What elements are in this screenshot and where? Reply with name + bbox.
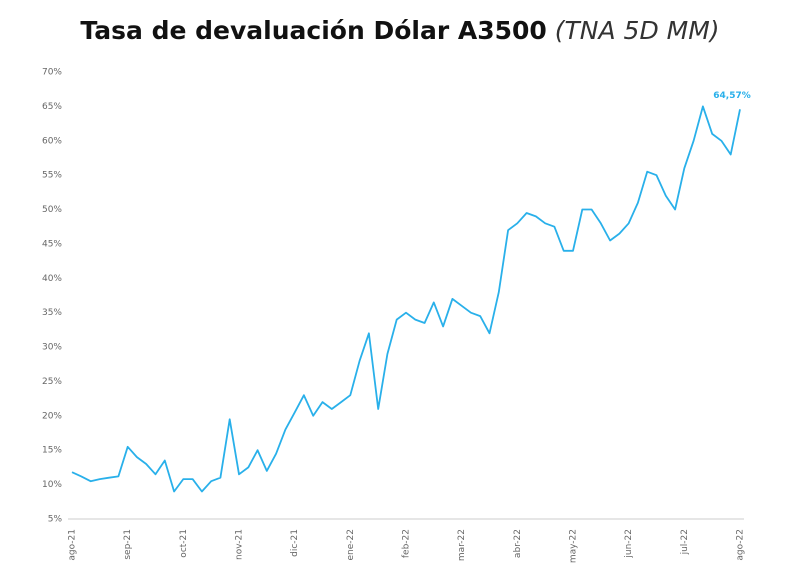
y-tick-label: 55% <box>42 171 62 181</box>
x-tick-label: may-22 <box>569 529 579 563</box>
x-tick-label: jul-22 <box>680 529 690 555</box>
chart-title-line: Tasa de devaluación Dólar A3500 (TNA 5D M… <box>80 16 719 45</box>
x-tick-label: dic-21 <box>290 529 300 557</box>
x-tick-label: sep-21 <box>123 529 133 560</box>
y-tick-label: 50% <box>42 205 62 215</box>
y-tick-label: 60% <box>42 136 62 146</box>
y-tick-label: 40% <box>42 274 62 284</box>
y-tick-label: 20% <box>42 411 62 421</box>
chart-title: Tasa de devaluación Dólar A3500 <box>80 16 546 45</box>
chart-subtitle: (TNA 5D MM) <box>555 16 720 45</box>
x-tick-label: abr-22 <box>513 529 523 558</box>
x-tick-label: mar-22 <box>457 529 467 561</box>
data-label: 64,57% <box>713 91 751 101</box>
y-tick-label: 15% <box>42 446 62 456</box>
x-tick-label: nov-21 <box>235 529 245 560</box>
y-tick-label: 70% <box>42 68 62 78</box>
line <box>71 105 741 493</box>
y-tick-label: 5% <box>48 515 63 525</box>
x-tick-label: jun-22 <box>624 529 634 559</box>
x-tick-label: ago-21 <box>68 529 78 561</box>
y-tick-label: 65% <box>42 102 62 112</box>
y-tick-label: 10% <box>42 480 62 490</box>
x-tick-label: oct-21 <box>179 529 189 558</box>
y-tick-label: 30% <box>42 343 62 353</box>
y-tick-label: 35% <box>42 308 62 318</box>
y-tick-label: 45% <box>42 239 62 249</box>
x-tick-label: ago-22 <box>736 529 746 561</box>
x-tick-label: ene-22 <box>346 529 356 560</box>
x-tick-label: feb-22 <box>402 529 412 558</box>
y-tick-label: 25% <box>42 377 62 387</box>
